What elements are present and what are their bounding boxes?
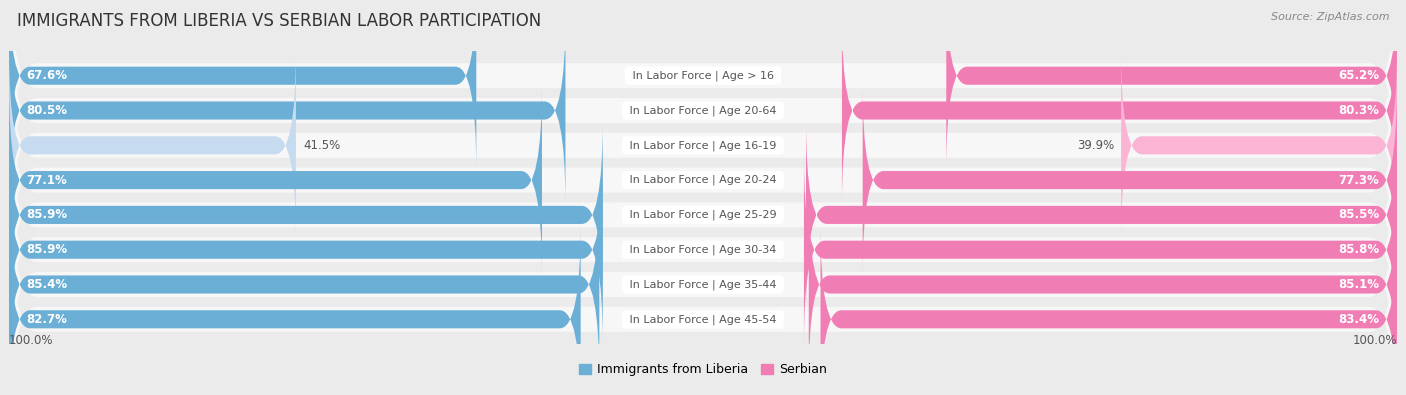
Text: In Labor Force | Age 20-64: In Labor Force | Age 20-64 [626,105,780,116]
FancyBboxPatch shape [8,88,1398,342]
Text: 85.9%: 85.9% [27,243,67,256]
Text: 67.6%: 67.6% [27,69,67,82]
Text: 77.1%: 77.1% [27,173,67,186]
FancyBboxPatch shape [808,189,1398,380]
FancyBboxPatch shape [842,15,1398,206]
Text: 39.9%: 39.9% [1077,139,1114,152]
FancyBboxPatch shape [8,120,603,310]
FancyBboxPatch shape [8,123,1398,376]
FancyBboxPatch shape [8,189,599,380]
Text: Source: ZipAtlas.com: Source: ZipAtlas.com [1271,12,1389,22]
FancyBboxPatch shape [8,53,1398,307]
FancyBboxPatch shape [8,19,1398,272]
Text: 100.0%: 100.0% [8,334,53,347]
Text: In Labor Force | Age 30-34: In Labor Force | Age 30-34 [626,245,780,255]
Text: 85.4%: 85.4% [27,278,67,291]
FancyBboxPatch shape [8,193,1398,395]
Text: 82.7%: 82.7% [27,313,67,326]
Text: 85.9%: 85.9% [27,209,67,222]
Text: 100.0%: 100.0% [1353,334,1398,347]
Legend: Immigrants from Liberia, Serbian: Immigrants from Liberia, Serbian [574,358,832,381]
FancyBboxPatch shape [863,85,1398,275]
Text: 85.5%: 85.5% [1339,209,1379,222]
FancyBboxPatch shape [804,154,1398,345]
Text: 41.5%: 41.5% [302,139,340,152]
FancyBboxPatch shape [8,224,581,395]
Text: In Labor Force | Age 20-24: In Labor Force | Age 20-24 [626,175,780,185]
Text: 77.3%: 77.3% [1339,173,1379,186]
Text: In Labor Force | Age 35-44: In Labor Force | Age 35-44 [626,279,780,290]
Text: In Labor Force | Age > 16: In Labor Force | Age > 16 [628,70,778,81]
Text: In Labor Force | Age 45-54: In Labor Force | Age 45-54 [626,314,780,325]
FancyBboxPatch shape [806,120,1398,310]
FancyBboxPatch shape [8,158,1398,395]
FancyBboxPatch shape [8,15,565,206]
Text: 85.1%: 85.1% [1339,278,1379,291]
Text: 83.4%: 83.4% [1339,313,1379,326]
FancyBboxPatch shape [8,50,295,241]
Text: IMMIGRANTS FROM LIBERIA VS SERBIAN LABOR PARTICIPATION: IMMIGRANTS FROM LIBERIA VS SERBIAN LABOR… [17,12,541,30]
FancyBboxPatch shape [8,154,603,345]
FancyBboxPatch shape [1121,50,1398,241]
FancyBboxPatch shape [946,0,1398,171]
Text: 80.3%: 80.3% [1339,104,1379,117]
FancyBboxPatch shape [821,224,1398,395]
FancyBboxPatch shape [8,0,477,171]
Text: 80.5%: 80.5% [27,104,67,117]
Text: 85.8%: 85.8% [1339,243,1379,256]
FancyBboxPatch shape [8,0,1398,202]
FancyBboxPatch shape [8,85,541,275]
Text: In Labor Force | Age 25-29: In Labor Force | Age 25-29 [626,210,780,220]
FancyBboxPatch shape [8,0,1398,237]
Text: In Labor Force | Age 16-19: In Labor Force | Age 16-19 [626,140,780,150]
Text: 65.2%: 65.2% [1339,69,1379,82]
